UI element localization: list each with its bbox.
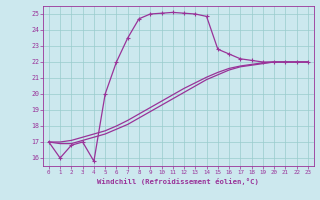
X-axis label: Windchill (Refroidissement éolien,°C): Windchill (Refroidissement éolien,°C) <box>98 178 259 185</box>
